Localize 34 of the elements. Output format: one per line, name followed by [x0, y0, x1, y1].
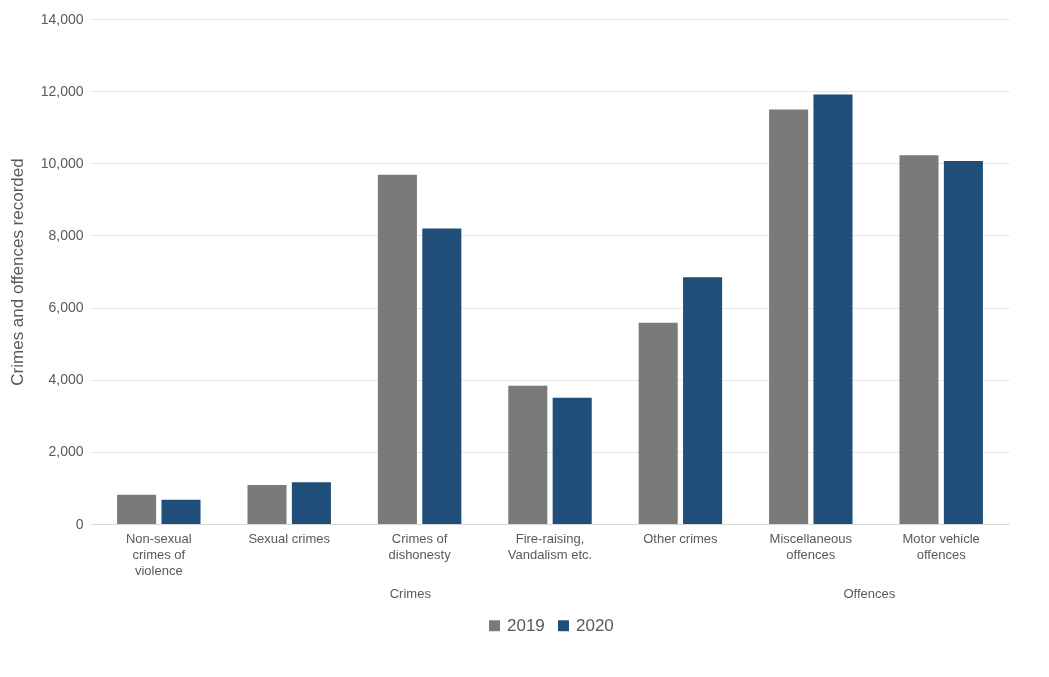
y-tick-label: 8,000 — [48, 226, 84, 243]
bar — [683, 277, 723, 524]
bar — [552, 397, 592, 524]
x-tick-label: Fire-raising, Vandalism etc. — [507, 530, 593, 562]
y-tick-label: 14,000 — [40, 10, 84, 27]
legend-label: 2020 — [576, 615, 614, 635]
bar — [291, 482, 331, 524]
y-tick-label: 6,000 — [48, 299, 84, 316]
text: Offences — [843, 586, 896, 601]
x-tick-label: Non-sexual crimes of violence — [125, 530, 192, 578]
bar — [422, 228, 462, 524]
bar — [899, 155, 939, 524]
y-tick-label: 0 — [75, 515, 84, 532]
x-tick-label: Motor vehicle offences — [902, 530, 980, 562]
x-tick-label: Other crimes — [643, 530, 719, 546]
bar — [769, 109, 809, 524]
text: Crimes — [389, 586, 431, 601]
y-tick-label: 2,000 — [48, 443, 84, 460]
legend-label: 2019 — [507, 615, 545, 635]
x-tick-label: Miscellaneous offences — [769, 530, 853, 562]
bar — [508, 385, 548, 524]
x-tick-label: Sexual crimes — [248, 530, 331, 546]
y-axis-title: Crimes and offences recorded — [7, 158, 27, 386]
bar — [247, 485, 287, 524]
bar — [813, 94, 853, 524]
y-tick-label: 4,000 — [48, 371, 84, 388]
bar — [377, 174, 417, 524]
y-tick-label: 10,000 — [40, 154, 84, 171]
bar — [117, 494, 157, 524]
bar — [638, 322, 678, 524]
bar — [161, 499, 201, 524]
bar — [943, 161, 983, 524]
x-tick-label: Crimes of dishonesty — [388, 530, 452, 562]
y-tick-label: 12,000 — [40, 82, 84, 99]
